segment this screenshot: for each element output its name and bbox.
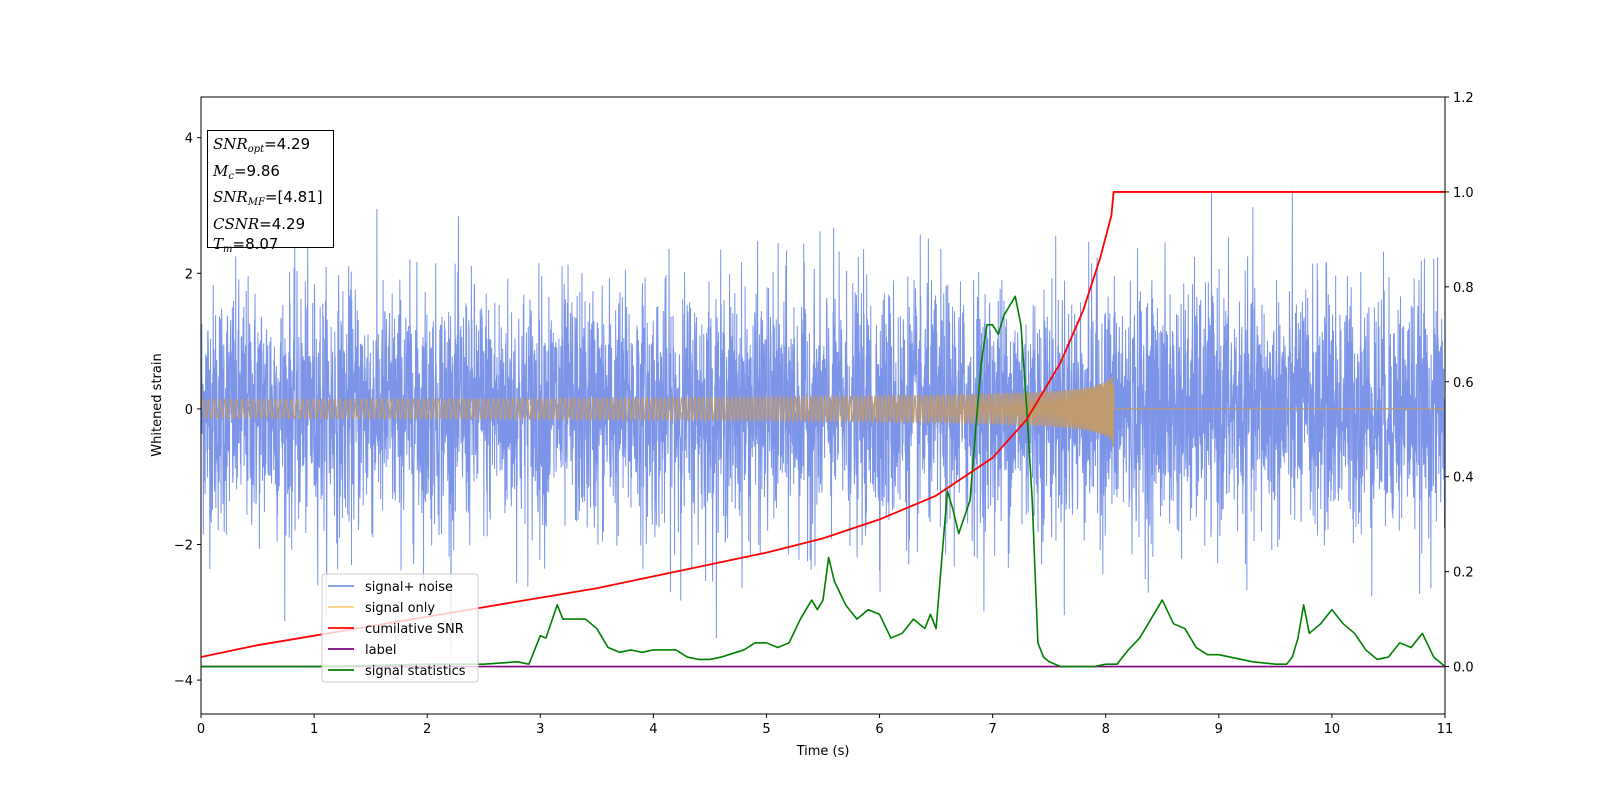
x-tick-label: 10 (1324, 722, 1341, 737)
legend: signal+ noise signal only cumilative SNR la… (321, 573, 479, 683)
x-tick-label: 5 (762, 722, 770, 737)
y-right-tick-label: 1.2 (1453, 91, 1474, 106)
x-tick-label: 8 (1102, 722, 1110, 737)
x-tick-label: 1 (310, 722, 318, 737)
csnr-annotation: CSNR=4.29 (213, 214, 306, 233)
x-tick-label: 6 (875, 722, 883, 737)
x-tick-label: 3 (536, 722, 544, 737)
x-tick-label: 9 (1215, 722, 1223, 737)
y-left-tick-label: −2 (174, 538, 193, 553)
y-axis-label: Whitened strain (150, 353, 165, 456)
y-left-tick-label: −4 (174, 674, 193, 689)
y-axis-right: 1.2 1.0 0.8 0.6 0.4 0.2 0.0 (1445, 91, 1474, 676)
y-left-tick-label: 0 (185, 403, 193, 418)
series-signal-only (201, 374, 1445, 448)
mc-annotation: Mc=9.86 (213, 161, 280, 182)
y-axis-left: 4 2 0 −2 −4 (174, 132, 201, 689)
y-right-tick-label: 0.2 (1453, 566, 1474, 581)
annotation-box: SNRopt=4.29 Mc=9.86 SNRMF=[4.81] CSNR=4.… (207, 130, 334, 255)
x-tick-label: 0 (197, 722, 205, 737)
y-right-tick-label: 0.8 (1453, 281, 1474, 296)
x-tick-label: 4 (649, 722, 657, 737)
x-tick-label: 7 (988, 722, 996, 737)
x-tick-label: 11 (1437, 722, 1454, 737)
plot-frame (200, 96, 1446, 715)
snr-mf-annotation: SNRMF=[4.81] (213, 188, 323, 208)
legend-label: label (365, 643, 396, 658)
legend-label: signal+ noise (365, 580, 453, 595)
legend-label: signal statistics (365, 664, 466, 679)
y-right-tick-label: 1.0 (1453, 186, 1474, 201)
y-right-tick-label: 0.6 (1453, 376, 1474, 391)
y-right-tick-label: 0.0 (1453, 661, 1474, 676)
tm-annotation: Tm=8.07 (213, 235, 279, 255)
legend-label: cumilative SNR (365, 622, 464, 637)
y-left-tick-label: 4 (185, 132, 193, 147)
series-signal-statistics (201, 295, 1445, 668)
y-left-tick-label: 2 (185, 267, 193, 282)
y-right-tick-label: 0.4 (1453, 471, 1474, 486)
x-tick-label: 2 (423, 722, 431, 737)
legend-box (321, 573, 479, 683)
x-axis: 0 1 2 3 4 5 6 7 8 9 10 11 (197, 714, 1453, 737)
legend-label: signal only (365, 601, 435, 616)
x-axis-label: Time (s) (796, 744, 850, 759)
snr-opt-annotation: SNRopt=4.29 (213, 135, 311, 155)
